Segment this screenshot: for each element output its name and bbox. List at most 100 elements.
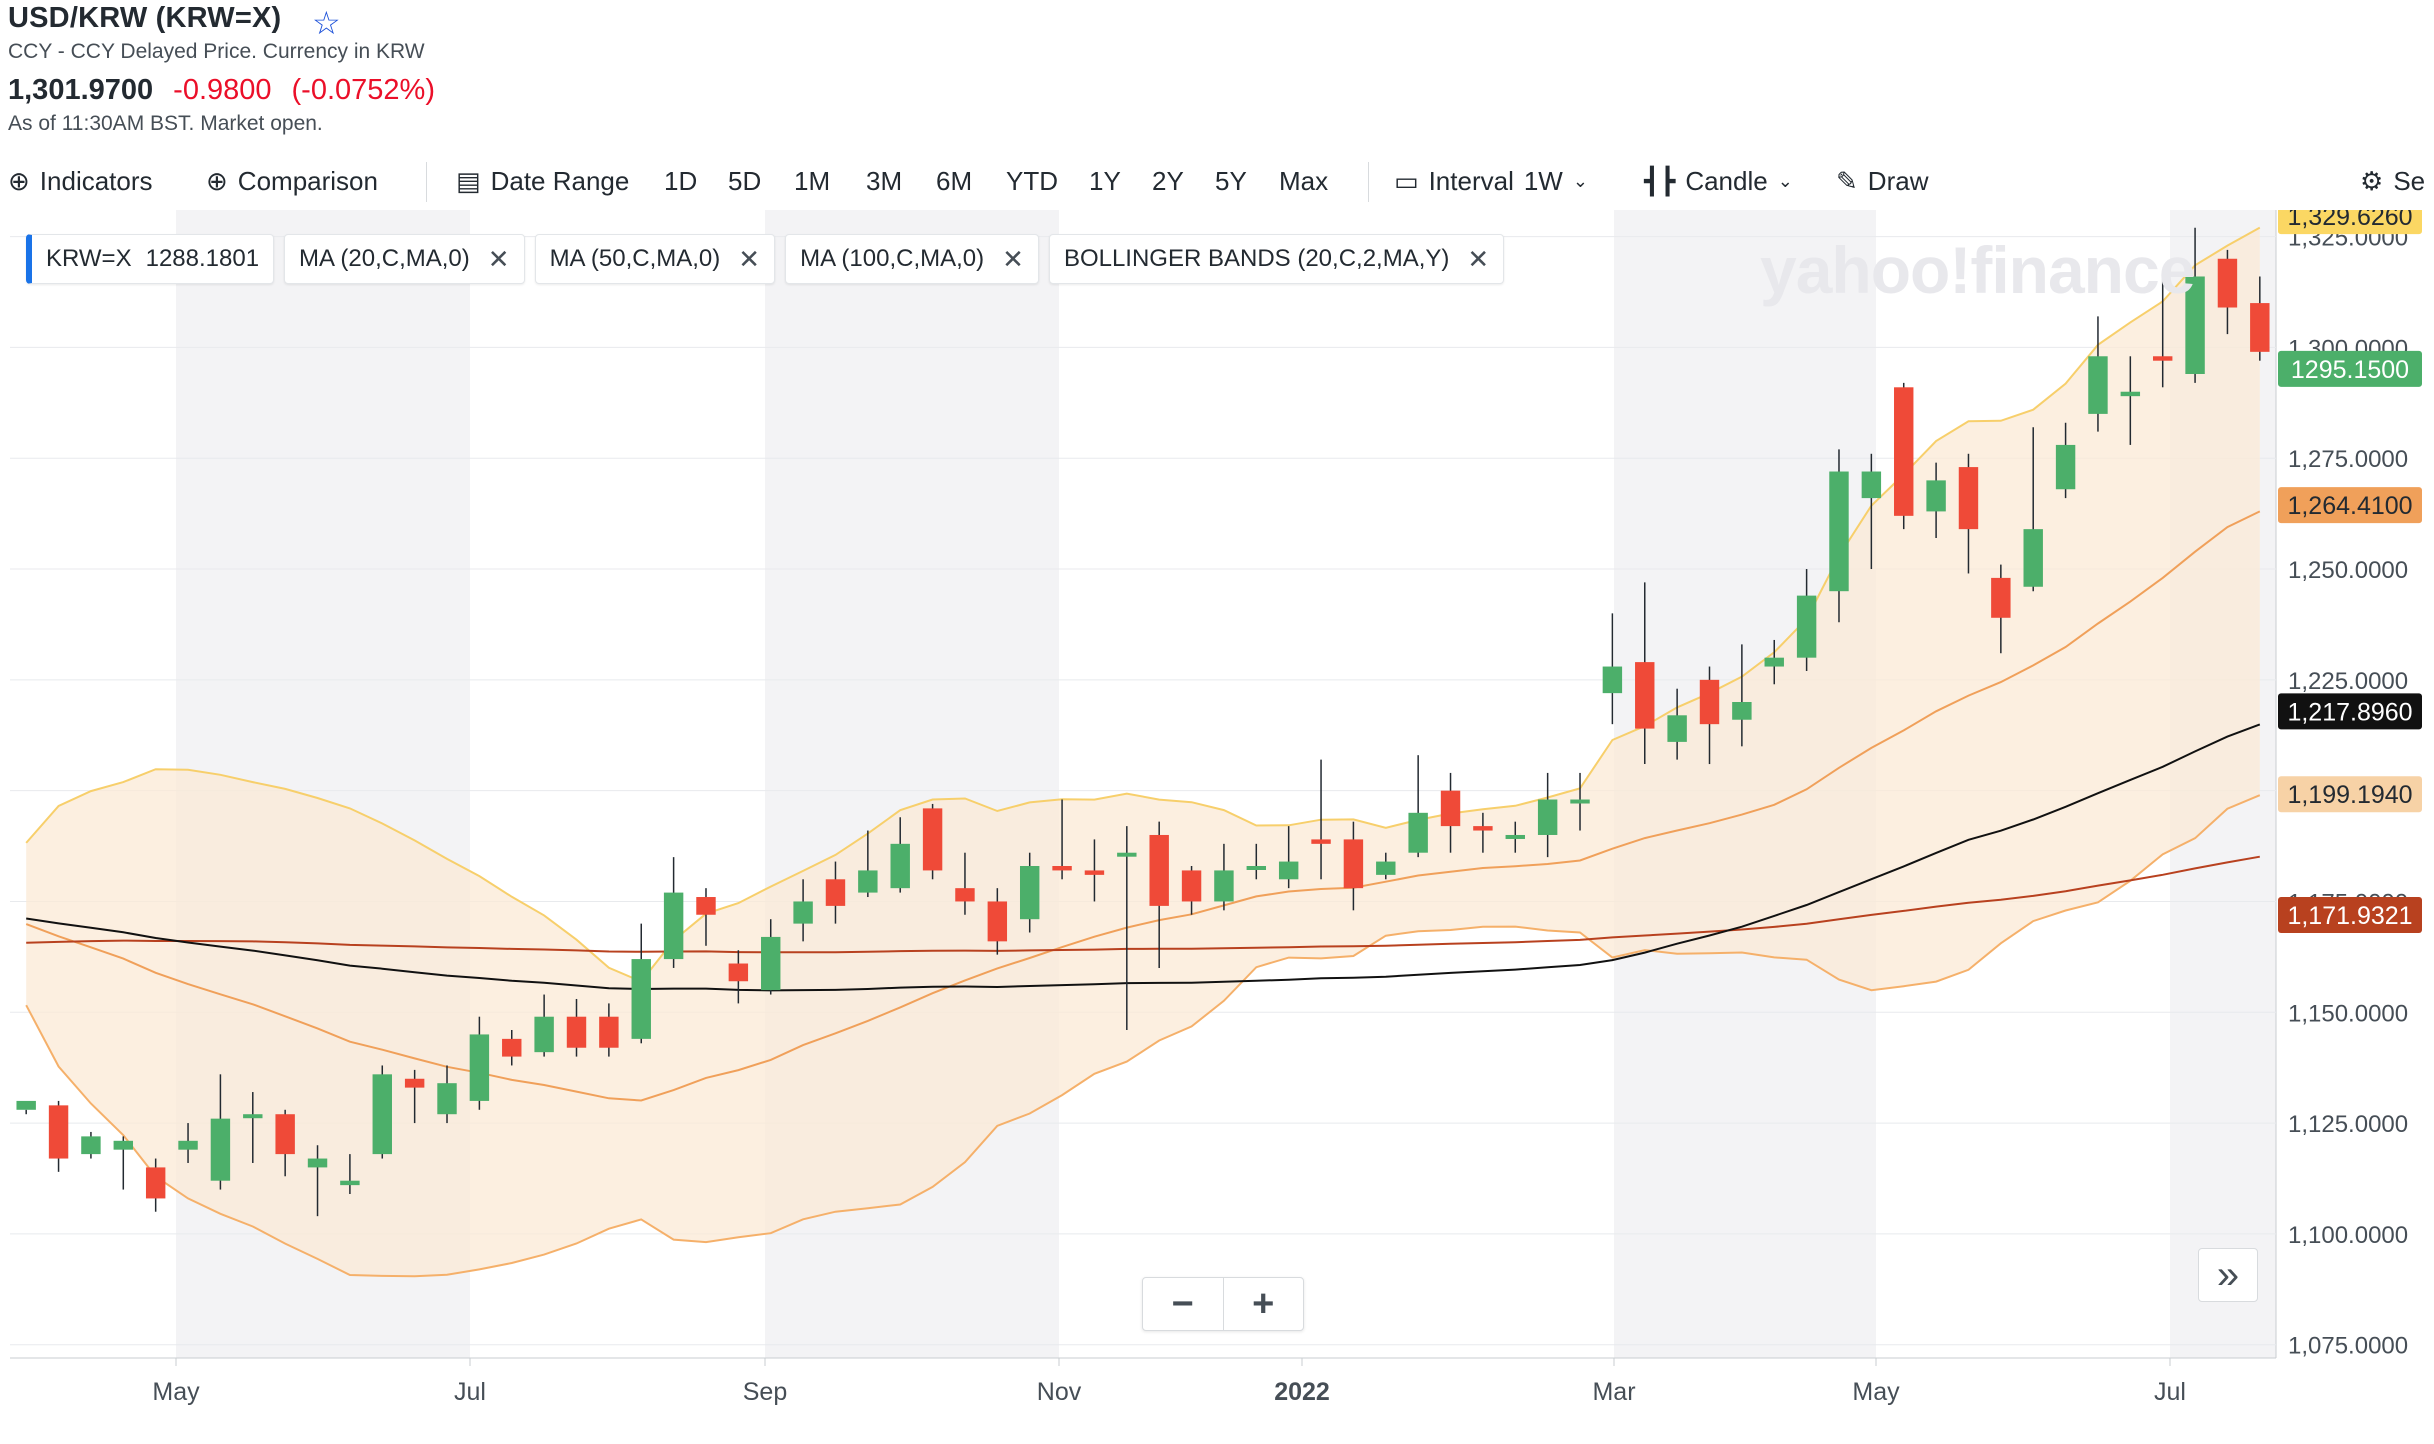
close-icon[interactable]: ✕	[1002, 243, 1024, 274]
yahoo-finance-watermark: yahoo!finance	[1760, 233, 2195, 307]
candle-body	[1019, 866, 1040, 920]
plus-circle-icon: ⊕	[206, 166, 228, 196]
indicator-legend: KRW=X 1288.1801 MA (20,C,MA,0) ✕ MA (50,…	[26, 234, 1505, 284]
draw-button[interactable]: ✎ Draw	[1836, 166, 1928, 197]
chart-type-button[interactable]: ┫┣ Candle ⌄	[1644, 166, 1793, 197]
candle-body	[1117, 852, 1137, 857]
interval-button[interactable]: ▭ Interval 1W ⌄	[1394, 166, 1588, 197]
indicators-label: Indicators	[39, 166, 153, 196]
price-tag-box	[2278, 897, 2422, 934]
candle-body	[1958, 467, 1979, 530]
zoom-in-button[interactable]: +	[1222, 1278, 1304, 1330]
price-tag-label: 1295.1500	[2291, 356, 2409, 384]
candle-body	[16, 1100, 36, 1110]
candle-body	[1343, 839, 1364, 889]
date-range-button[interactable]: ▤ Date Range	[456, 166, 629, 197]
range-3m[interactable]: 3M	[866, 166, 903, 196]
candle-body	[1149, 834, 1169, 906]
candle-body	[145, 1167, 166, 1199]
candle-body	[275, 1114, 295, 1155]
candle-body	[858, 870, 878, 893]
legend-ma20[interactable]: MA (20,C,MA,0) ✕	[284, 234, 525, 284]
price-tag-box	[2278, 487, 2422, 524]
gear-icon: ⚙	[2360, 166, 2384, 196]
x-tick-label: May	[1852, 1378, 1900, 1406]
candle-body	[1764, 657, 1784, 667]
candle-body	[955, 888, 975, 902]
range-2y[interactable]: 2Y	[1152, 166, 1184, 196]
price-tag-box	[2278, 693, 2422, 730]
candle-body	[2250, 303, 2270, 352]
x-tick-label: Jul	[2154, 1378, 2186, 1406]
candle-body	[340, 1180, 360, 1186]
candle-body	[1602, 666, 1623, 694]
candle-body	[1408, 812, 1428, 853]
candle-body	[2217, 258, 2238, 308]
candle-body	[1861, 471, 1882, 499]
bollinger-bands	[25, 226, 2261, 1278]
candle-body	[502, 1038, 522, 1057]
candle-body	[1926, 480, 1946, 512]
range-1y[interactable]: 1Y	[1089, 166, 1121, 196]
candle-body	[1635, 662, 1655, 729]
star-icon[interactable]: ☆	[312, 5, 341, 41]
x-tick-label: May	[152, 1378, 200, 1406]
x-tick-label: 2022	[1274, 1378, 1330, 1406]
ma20-line	[25, 510, 2261, 1102]
range-5y[interactable]: 5Y	[1215, 166, 1247, 196]
y-tick-label: 1,125.0000	[2288, 1111, 2408, 1138]
settings-button[interactable]: ⚙ Se	[2360, 166, 2425, 197]
price-change: -0.9800	[173, 74, 272, 106]
candle-body	[663, 892, 684, 960]
price-tag-label: 1,264.4100	[2287, 492, 2412, 520]
price-tag-label: 1,217.8960	[2287, 698, 2412, 726]
indicators-button[interactable]: ⊕ Indicators	[8, 166, 153, 197]
legend-ma20-label: MA (20,C,MA,0)	[299, 245, 470, 272]
candle-body	[761, 936, 781, 991]
legend-bollinger-label: BOLLINGER BANDS (20,C,2,MA,Y)	[1063, 245, 1450, 272]
double-chevron-right-icon: »	[2216, 1252, 2240, 1297]
price-tag: 1,217.8960	[2278, 693, 2422, 730]
zoom-out-button[interactable]: −	[1171, 1282, 1194, 1325]
candle-body	[1894, 387, 1914, 516]
range-1d[interactable]: 1D	[664, 166, 698, 196]
scroll-to-latest-button[interactable]: »	[2198, 1248, 2258, 1302]
price-row: 1,301.9700 -0.9800 (-0.0752%)	[8, 74, 435, 107]
candle-body	[1246, 866, 1267, 870]
close-icon[interactable]: ✕	[487, 243, 510, 274]
candle-body	[404, 1078, 425, 1088]
toolbar-divider	[1368, 162, 1369, 202]
candle-body	[1667, 715, 1687, 742]
price-tag: 1,171.9321	[2278, 897, 2422, 934]
y-tick-label: 1,275.0000	[2288, 446, 2408, 473]
candle-body	[1440, 790, 1461, 827]
legend-ma100-label: MA (100,C,MA,0)	[800, 245, 985, 272]
candlestick-chart[interactable]: 1,075.0000 1,100.0000 1,125.0000 1,150.0000…	[0, 210, 2434, 1444]
date-range-label: Date Range	[490, 166, 630, 196]
range-6m[interactable]: 6M	[936, 166, 973, 196]
candle-body	[2055, 444, 2076, 490]
candle-body	[2120, 391, 2141, 397]
legend-ma100[interactable]: MA (100,C,MA,0) ✕	[785, 234, 1039, 284]
legend-ma50[interactable]: MA (50,C,MA,0) ✕	[534, 234, 776, 284]
ruler-icon: ▭	[1394, 166, 1419, 196]
range-max[interactable]: Max	[1279, 166, 1329, 196]
close-icon[interactable]: ✕	[1467, 243, 1490, 274]
price-tag: 1,264.4100	[2278, 487, 2422, 524]
x-tick-label: Sep	[743, 1378, 787, 1406]
comparison-button[interactable]: ⊕ Comparison	[206, 166, 378, 197]
range-1m[interactable]: 1M	[794, 166, 831, 196]
legend-bollinger[interactable]: BOLLINGER BANDS (20,C,2,MA,Y) ✕	[1048, 234, 1505, 284]
close-icon[interactable]: ✕	[738, 243, 761, 274]
draw-label: Draw	[1867, 166, 1929, 196]
candle-body	[372, 1074, 392, 1155]
candle-body	[631, 959, 651, 1039]
candle-body	[1732, 702, 1752, 720]
candle-body	[1829, 471, 1849, 592]
candles	[16, 227, 2270, 1217]
legend-symbol[interactable]: KRW=X 1288.1801	[26, 234, 275, 284]
range-5d[interactable]: 5D	[728, 166, 762, 196]
y-tick-label: 1,250.0000	[2288, 557, 2408, 584]
candle-body	[1537, 799, 1558, 835]
range-ytd[interactable]: YTD	[1006, 166, 1058, 196]
